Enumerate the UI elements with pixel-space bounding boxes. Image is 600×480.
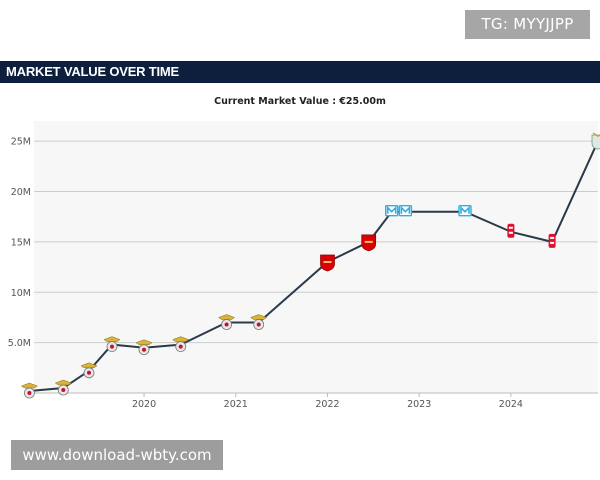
- data-point-forest: [548, 233, 556, 248]
- x-tick-label: 2020: [132, 399, 156, 410]
- club-crest-icon: [591, 134, 600, 150]
- marker-layer: [20, 132, 600, 399]
- forest-tree-icon: [508, 226, 513, 229]
- section-header: MARKET VALUE OVER TIME: [0, 61, 600, 83]
- club-wings-icon: [592, 132, 600, 137]
- benfica-eagle-icon: [20, 382, 38, 389]
- y-tick-label: 10M: [11, 288, 31, 299]
- watermark-top: TG: MYYJJPP: [465, 10, 590, 39]
- data-point-marseille: [398, 204, 413, 217]
- grid-layer: [34, 121, 598, 393]
- benfica-crest-center-icon: [110, 344, 114, 349]
- data-point-marseille: [458, 204, 472, 217]
- forest-crest-icon: [548, 233, 556, 248]
- watermark-bottom: www.download-wbty.com: [11, 440, 223, 470]
- benfica-crest-center-icon: [27, 391, 32, 395]
- forest-tree-icon: [550, 236, 555, 239]
- forest-wave-icon: [508, 231, 513, 234]
- chart-title: Current Market Value : €25.00m: [214, 96, 386, 107]
- x-tick-label: 2024: [499, 399, 523, 410]
- forest-crest-icon: [507, 223, 515, 238]
- benfica-crest-center-icon: [61, 388, 66, 392]
- benfica-eagle-icon: [250, 314, 268, 320]
- benfica-eagle-icon: [54, 379, 72, 386]
- x-tick-label: 2021: [224, 399, 248, 410]
- benfica-crest-center-icon: [256, 322, 261, 327]
- x-tick-label: 2023: [407, 399, 431, 410]
- data-point-arsenal: [320, 254, 335, 272]
- arsenal-cannon-icon: [323, 261, 332, 263]
- forest-wave-icon: [550, 241, 555, 244]
- y-tick-label: 20M: [11, 187, 31, 198]
- axis-layer: 5.0M 10M 15M 20M 25M 2020 2021 2022 2023 2024: [8, 137, 598, 410]
- series-line-market-value: [29, 140, 599, 392]
- data-point-benfica: [172, 336, 190, 353]
- marseille-letter-icon: [386, 205, 397, 214]
- data-point-benfica: [135, 339, 153, 356]
- benfica-crest-center-icon: [87, 370, 91, 375]
- y-tick-label: 15M: [11, 237, 31, 248]
- arsenal-cannon-icon: [364, 240, 373, 243]
- benfica-crest-center-icon: [178, 344, 183, 349]
- benfica-eagle-icon: [103, 336, 121, 342]
- y-tick-label: 25M: [11, 137, 31, 148]
- benfica-eagle-icon: [218, 314, 236, 320]
- data-point-marseille: [385, 204, 399, 217]
- line-layer: [29, 140, 599, 392]
- section-title: MARKET VALUE OVER TIME: [6, 64, 180, 79]
- x-tick-label: 2022: [315, 399, 339, 410]
- plot-background: [34, 121, 598, 393]
- benfica-eagle-icon: [135, 339, 153, 345]
- benfica-eagle-icon: [80, 362, 98, 369]
- data-point-benfica: [218, 314, 236, 330]
- data-point-forest: [507, 223, 515, 238]
- data-point-arsenal: [361, 234, 377, 252]
- benfica-eagle-icon: [172, 336, 190, 342]
- data-point-benfica: [20, 382, 38, 399]
- marseille-letter-icon: [400, 205, 411, 214]
- data-point-other: [591, 132, 600, 150]
- data-point-benfica: [250, 314, 268, 330]
- y-tick-label: 5.0M: [8, 338, 31, 349]
- data-point-benfica: [103, 336, 121, 353]
- data-point-benfica: [54, 379, 72, 396]
- market-value-chart: 5.0M 10M 15M 20M 25M 2020 2021 2022 2023 2024: [8, 121, 600, 410]
- marseille-letter-icon: [460, 205, 470, 214]
- benfica-crest-center-icon: [142, 347, 146, 352]
- data-point-benfica: [80, 362, 98, 379]
- benfica-crest-center-icon: [224, 322, 229, 327]
